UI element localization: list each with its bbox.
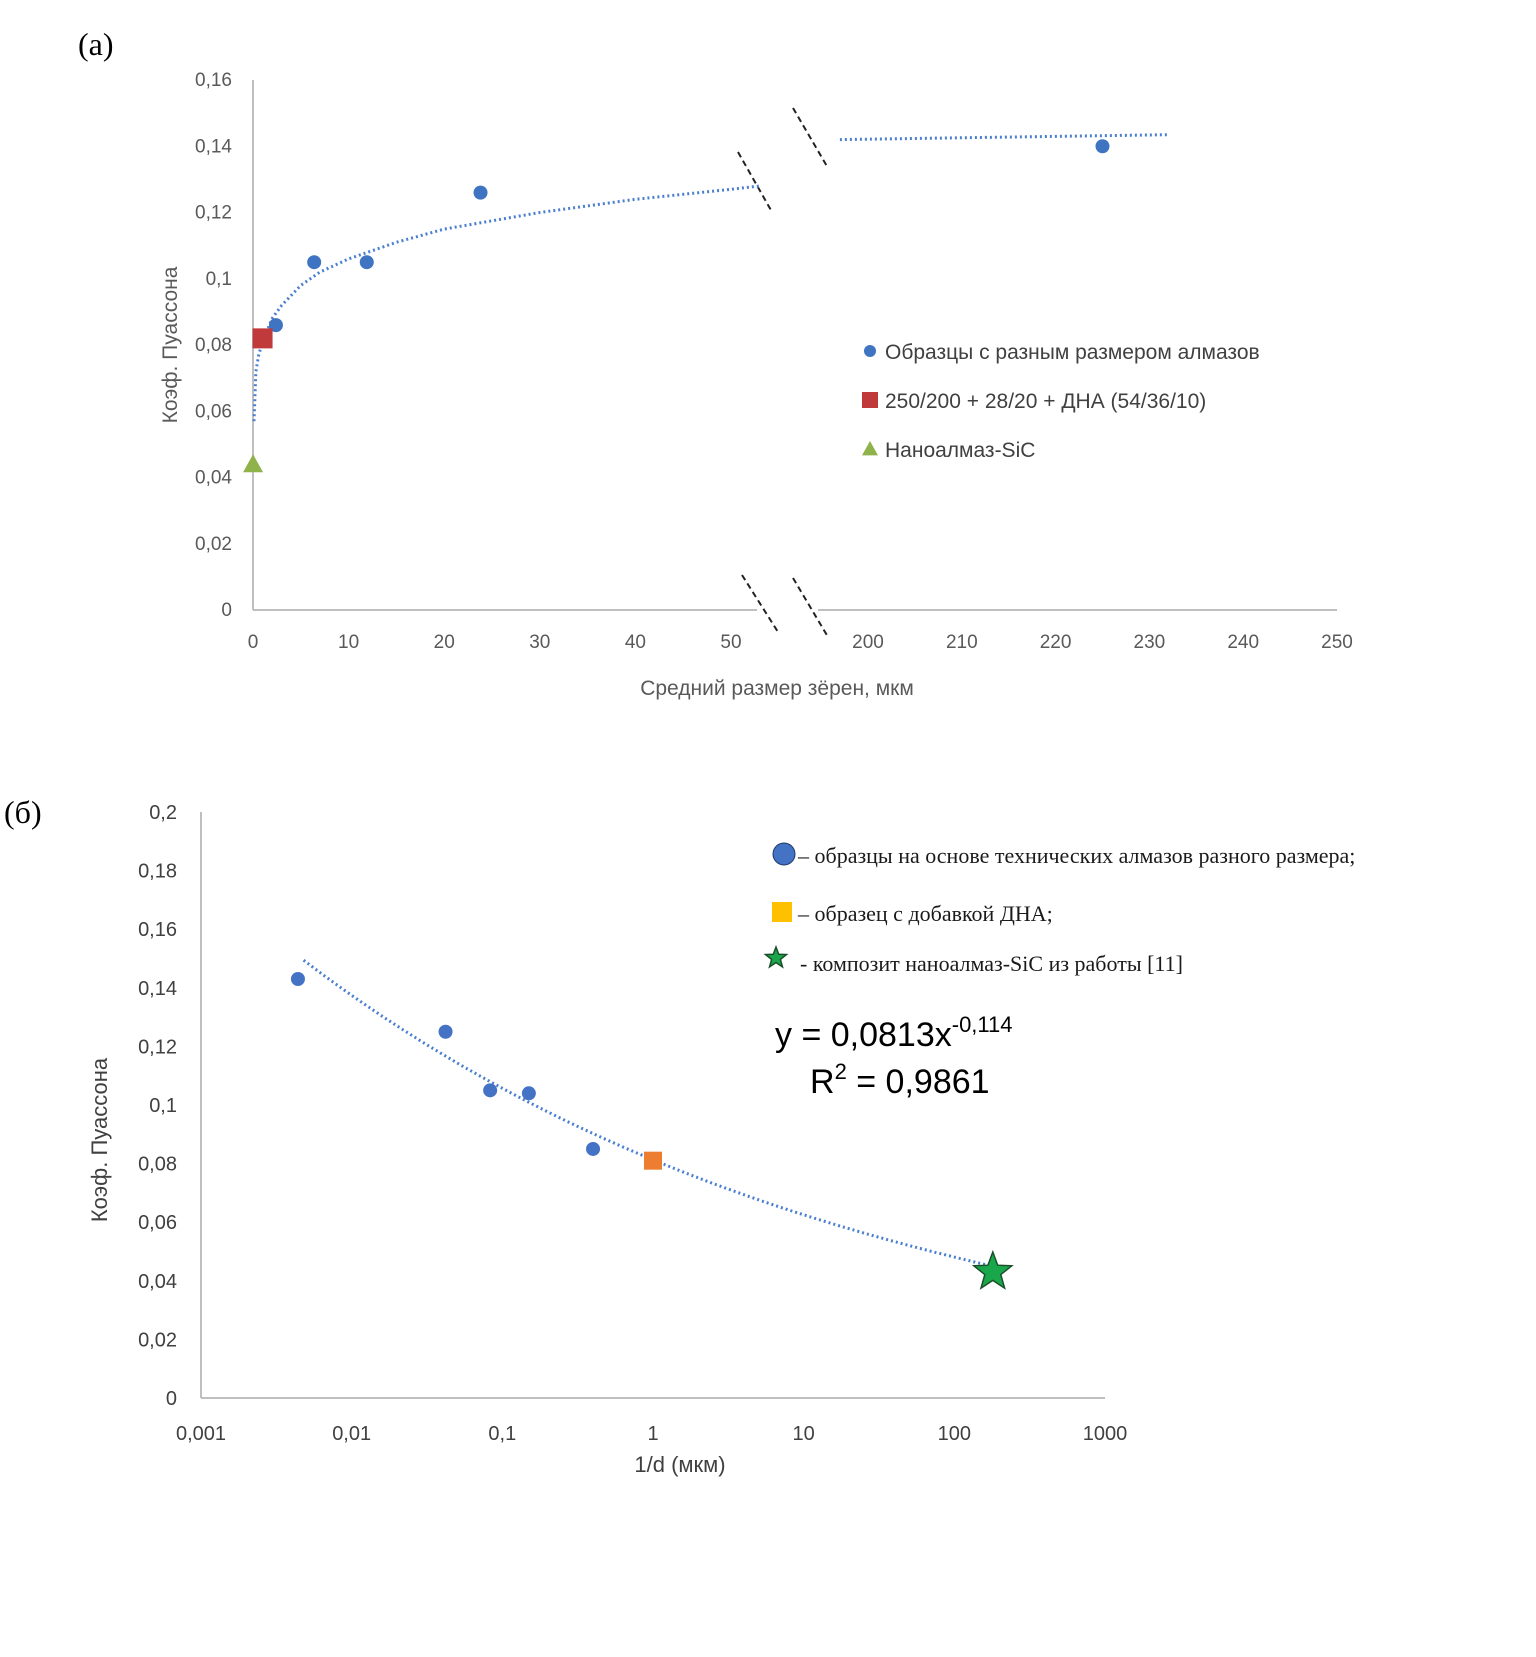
chart-a: 0 0,02 0,04 0,06 0,08 0,1 0,12 0,14 0,16 0 10 20 30 4… xyxy=(159,70,1353,700)
trendline xyxy=(252,184,760,422)
equation-base: y = 0,0813x xyxy=(775,1016,952,1054)
x-tick-label: 10 xyxy=(793,1423,815,1445)
data-point xyxy=(252,328,273,349)
legend-marker xyxy=(772,902,792,922)
y-tick-label: 0,2 xyxy=(149,802,177,824)
x-tick-label: 230 xyxy=(1134,632,1166,653)
legend-marker xyxy=(862,392,878,408)
x-tick-label: 210 xyxy=(946,632,978,653)
r-squared: R2 = 0,9861 xyxy=(810,1059,990,1101)
x-axis-label: Средний размер зёрен, мкм xyxy=(640,677,914,700)
x-tick-label: 30 xyxy=(529,632,550,653)
legend-label: Образцы с разным размером алмазов xyxy=(885,341,1260,364)
y-tick-label: 0,02 xyxy=(138,1329,177,1351)
y-tick-label: 0,12 xyxy=(195,203,232,224)
x-tick-label: 220 xyxy=(1040,632,1072,653)
x-tick-label: 1 xyxy=(647,1423,658,1445)
y-tick-label: 0,16 xyxy=(138,919,177,941)
y-tick-label: 0,1 xyxy=(206,269,232,290)
panel-label-a: (а) xyxy=(78,26,114,62)
y-tick-label: 0,04 xyxy=(138,1271,177,1293)
y-tick-label: 0,14 xyxy=(138,978,177,1000)
y-tick-label: 0,06 xyxy=(138,1212,177,1234)
data-point xyxy=(521,1086,536,1101)
x-tick-label: 1000 xyxy=(1083,1423,1128,1445)
panel-label-b: (б) xyxy=(4,794,42,830)
legend-label: - композит наноалмаз-SiC из работы [11] xyxy=(800,951,1183,976)
y-tick-label: 0,12 xyxy=(138,1036,177,1058)
trendline xyxy=(302,959,994,1268)
data-point xyxy=(971,1249,1014,1290)
legend-marker xyxy=(862,441,878,456)
equation-exponent: -0,114 xyxy=(952,1012,1013,1037)
data-point xyxy=(483,1083,498,1098)
axis-break-mark xyxy=(737,151,773,213)
data-point xyxy=(243,454,264,473)
y-tick-label: 0,18 xyxy=(138,861,177,883)
x-tick-label: 20 xyxy=(434,632,455,653)
axis-break-mark xyxy=(741,574,779,633)
legend-label: Наноалмаз-SiC xyxy=(885,439,1035,462)
data-point xyxy=(359,255,374,270)
x-tick-label: 240 xyxy=(1227,632,1259,653)
r-squared-part: = 0,9861 xyxy=(847,1063,990,1101)
y-tick-label: 0,08 xyxy=(138,1154,177,1176)
y-axis-label: Коэф. Пуассона xyxy=(159,266,182,423)
trendline-equation: y = 0,0813x-0,114 xyxy=(775,1012,1013,1054)
y-tick-label: 0,06 xyxy=(195,401,232,422)
x-tick-label: 0,1 xyxy=(488,1423,516,1445)
data-point xyxy=(438,1024,453,1039)
legend-marker xyxy=(763,944,789,969)
y-tick-label: 0,04 xyxy=(195,468,232,489)
r-squared-part: 2 xyxy=(835,1059,847,1084)
axis-break-mark xyxy=(792,577,829,638)
axis-break-mark xyxy=(792,107,829,169)
legend-label: 250/200 + 28/20 + ДНА (54/36/10) xyxy=(885,390,1206,413)
x-tick-label: 0 xyxy=(248,632,259,653)
y-tick-label: 0,14 xyxy=(195,136,232,157)
data-point xyxy=(307,255,322,270)
legend-marker xyxy=(864,345,876,357)
x-axis-label: 1/d (мкм) xyxy=(634,1452,725,1477)
data-point xyxy=(290,972,305,987)
x-tick-label: 0,01 xyxy=(332,1423,371,1445)
x-tick-label: 40 xyxy=(625,632,646,653)
y-tick-label: 0,02 xyxy=(195,534,232,555)
y-axis-label: Коэф. Пуассона xyxy=(87,1057,112,1222)
x-tick-label: 50 xyxy=(720,632,741,653)
y-tick-label: 0 xyxy=(221,600,232,621)
data-point xyxy=(1095,139,1110,154)
legend-label: – образцы на основе технических алмазов … xyxy=(797,843,1355,868)
x-tick-label: 250 xyxy=(1321,632,1353,653)
x-tick-label: 10 xyxy=(338,632,359,653)
data-point xyxy=(473,185,488,200)
legend-marker xyxy=(772,842,796,866)
legend-label: – образец с добавкой ДНА; xyxy=(797,901,1053,926)
data-point xyxy=(644,1151,662,1170)
x-tick-label: 0,001 xyxy=(176,1423,226,1445)
y-tick-label: 0,16 xyxy=(195,70,232,91)
r-squared-part: R xyxy=(810,1063,835,1101)
y-tick-label: 0,08 xyxy=(195,335,232,356)
x-tick-label: 200 xyxy=(852,632,884,653)
y-tick-label: 0 xyxy=(166,1388,177,1410)
y-tick-label: 0,1 xyxy=(149,1095,177,1117)
x-tick-label: 100 xyxy=(938,1423,971,1445)
data-point xyxy=(586,1141,601,1156)
